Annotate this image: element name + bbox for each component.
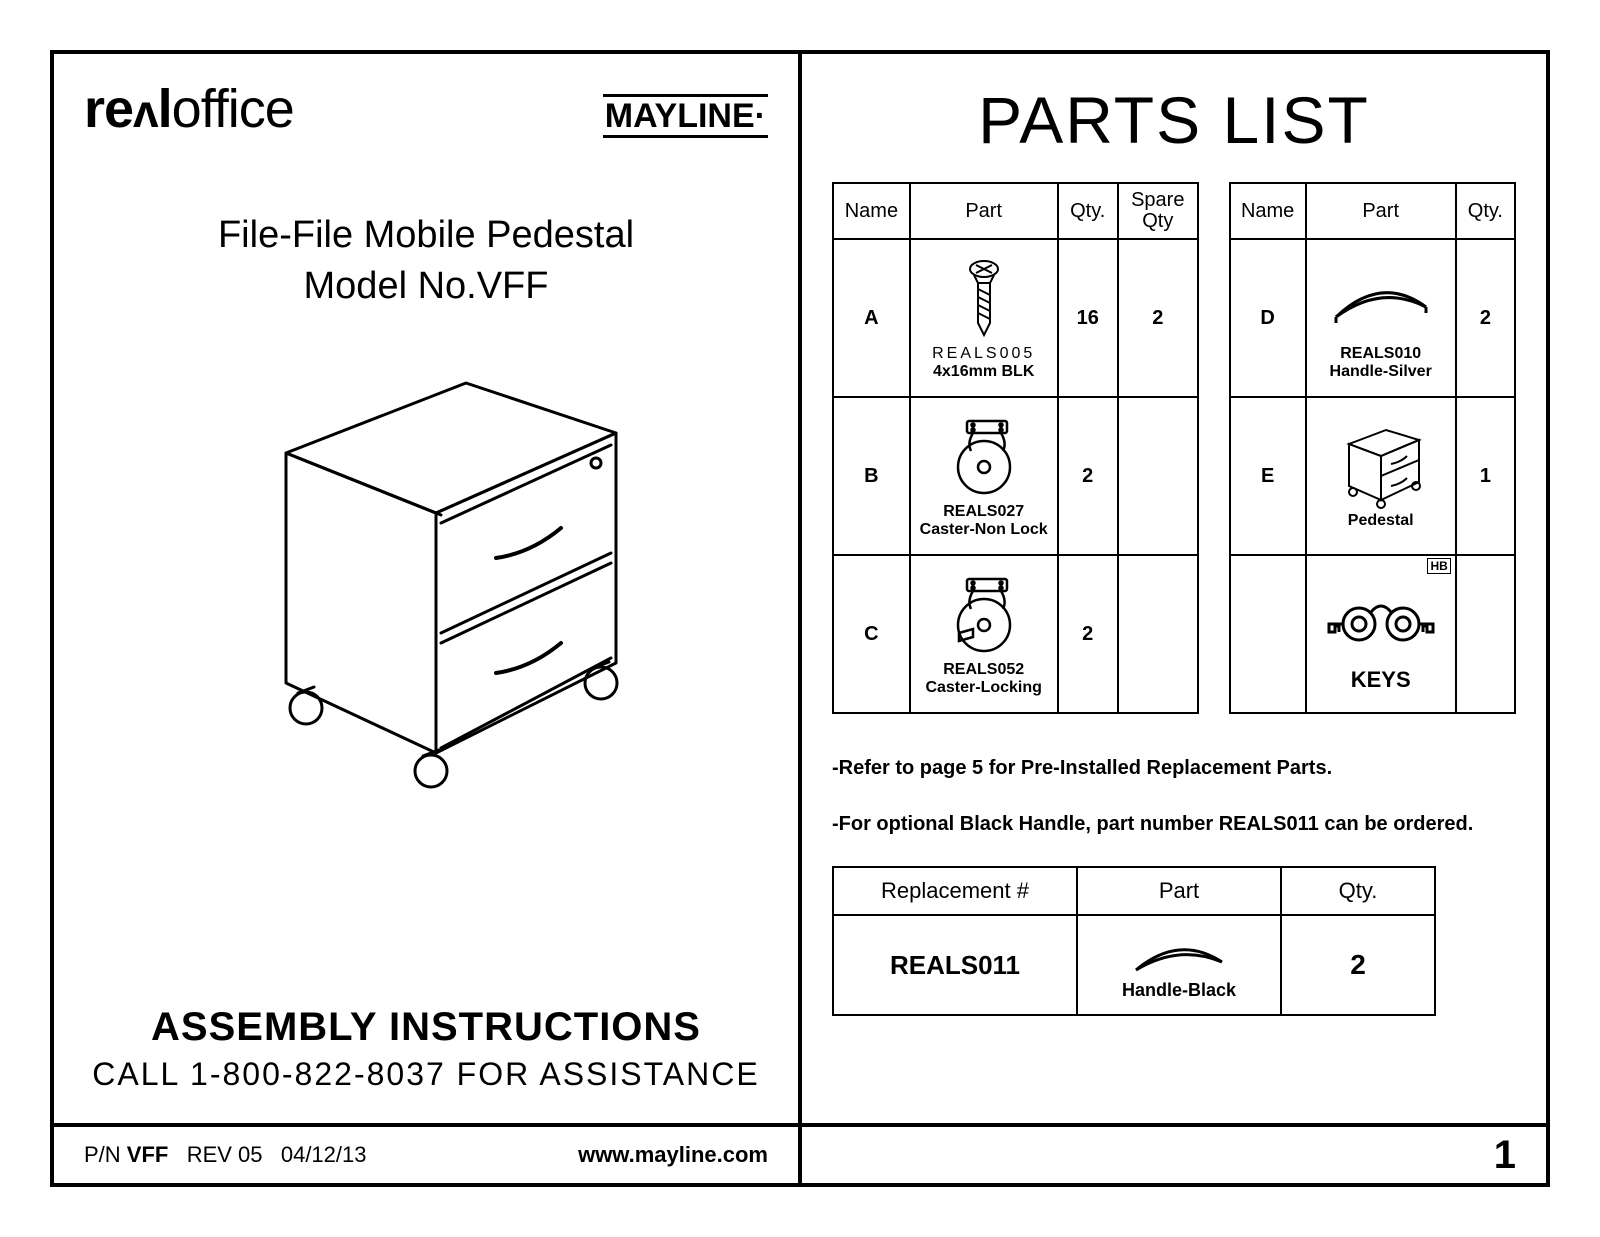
document-frame: reᴧloffice MAYLINE· File-File Mobile Ped… bbox=[50, 50, 1550, 1187]
caster-locking-icon bbox=[917, 571, 1051, 659]
note-2: -For optional Black Handle, part number … bbox=[832, 810, 1516, 838]
th-qty: Qty. bbox=[1058, 183, 1118, 239]
assistance-phone: CALL 1-800-822-8037 FOR ASSISTANCE bbox=[54, 1056, 798, 1093]
pedestal-mini-icon bbox=[1313, 422, 1449, 510]
parts-row-d: D bbox=[1230, 239, 1515, 397]
th-spare: Spare Qty bbox=[1118, 183, 1198, 239]
th-part: Part bbox=[1306, 183, 1456, 239]
parts-table-2: Name Part Qty. D bbox=[1229, 182, 1516, 714]
parts-list-title: PARTS LIST bbox=[832, 82, 1516, 158]
product-title: File-File Mobile Pedestal Model No.VFF bbox=[84, 210, 768, 313]
left-panel: reᴧloffice MAYLINE· File-File Mobile Ped… bbox=[54, 54, 802, 1123]
assembly-block: ASSEMBLY INSTRUCTIONS CALL 1-800-822-803… bbox=[54, 1005, 798, 1093]
footer: P/N VFF REV 05 04/12/13 www.mayline.com … bbox=[54, 1123, 1546, 1183]
handle-black-icon bbox=[1079, 930, 1279, 980]
screw-icon bbox=[917, 255, 1051, 343]
caster-icon bbox=[917, 413, 1051, 501]
brand-realoffice: reᴧloffice bbox=[84, 78, 294, 140]
parts-tables: Name Part Qty. Spare Qty A bbox=[832, 182, 1516, 714]
replacement-table: Replacement # Part Qty. REALS011 bbox=[832, 866, 1436, 1016]
right-panel: PARTS LIST Name Part Qty. Spare Qty A bbox=[802, 54, 1546, 1123]
brand-mayline: MAYLINE· bbox=[603, 99, 768, 135]
parts-row-e: E bbox=[1230, 397, 1515, 555]
th-name: Name bbox=[1230, 183, 1306, 239]
parts-row-b: B bbox=[833, 397, 1198, 555]
assembly-heading: ASSEMBLY INSTRUCTIONS bbox=[54, 1005, 798, 1050]
th-qty: Qty. bbox=[1281, 867, 1435, 915]
parts-table-1: Name Part Qty. Spare Qty A bbox=[832, 182, 1199, 714]
th-part: Part bbox=[910, 183, 1058, 239]
hb-tag: HB bbox=[1427, 558, 1450, 574]
th-name: Name bbox=[833, 183, 910, 239]
parts-row-keys: HB bbox=[1230, 555, 1515, 713]
page-number: 1 bbox=[1494, 1133, 1516, 1178]
parts-row-a: A bbox=[833, 239, 1198, 397]
note-1: -Refer to page 5 for Pre-Installed Repla… bbox=[832, 754, 1516, 782]
th-replacement: Replacement # bbox=[833, 867, 1077, 915]
notes-block: -Refer to page 5 for Pre-Installed Repla… bbox=[832, 754, 1516, 838]
part-number: P/N VFF REV 05 04/12/13 bbox=[84, 1142, 367, 1168]
pedestal-illustration bbox=[84, 353, 768, 793]
handle-icon bbox=[1313, 255, 1449, 343]
replacement-row: REALS011 Handle-Black 2 bbox=[833, 915, 1435, 1015]
pedestal-svg bbox=[216, 353, 636, 793]
th-part: Part bbox=[1077, 867, 1281, 915]
th-qty: Qty. bbox=[1456, 183, 1515, 239]
parts-row-c: C bbox=[833, 555, 1198, 713]
keys-icon bbox=[1313, 575, 1449, 663]
website-url: www.mayline.com bbox=[578, 1142, 768, 1168]
